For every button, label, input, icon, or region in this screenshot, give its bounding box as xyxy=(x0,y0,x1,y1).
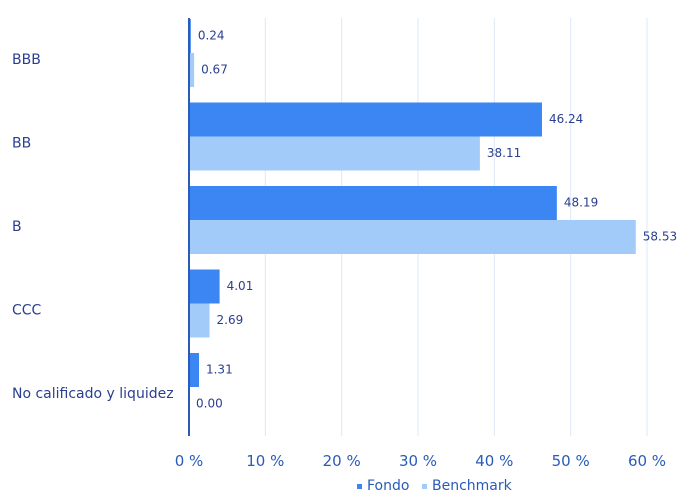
x-tick-label: 10 % xyxy=(246,452,284,470)
bar-fondo-1 xyxy=(190,102,542,137)
x-tick-label: 20 % xyxy=(323,452,361,470)
data-label: 0.24 xyxy=(198,29,225,43)
category-label: B xyxy=(12,219,22,235)
x-tick-labels-group: 0 % 10 % 20 % 30 % 40 % 50 % 60 % xyxy=(175,452,666,470)
legend: Fondo Benchmark xyxy=(357,478,513,494)
data-labels-group: 0.24 0.67 46.24 38.11 48.19 58.53 4.01 2.69 1.31… xyxy=(196,29,677,411)
bar-fondo-2 xyxy=(190,186,557,220)
bar-benchmark-2 xyxy=(190,220,636,254)
category-label: BBB xyxy=(12,52,41,68)
bar-benchmark-1 xyxy=(190,136,480,171)
bars-group xyxy=(190,19,636,387)
x-tick-label: 40 % xyxy=(475,452,513,470)
data-label: 48.19 xyxy=(564,196,598,210)
data-label: 4.01 xyxy=(227,279,254,293)
data-label: 0.67 xyxy=(201,63,228,77)
x-tick-label: 0 % xyxy=(175,452,204,470)
category-label: BB xyxy=(12,136,31,152)
legend-swatch-fondo xyxy=(357,484,362,489)
data-label: 46.24 xyxy=(549,112,583,126)
bar-fondo-4 xyxy=(190,353,199,387)
bar-benchmark-0 xyxy=(190,53,195,87)
legend-label-fondo: Fondo xyxy=(367,478,409,494)
data-label: 58.53 xyxy=(643,230,677,244)
bar-fondo-3 xyxy=(190,269,220,304)
bar-fondo-0 xyxy=(190,19,191,53)
legend-label-benchmark: Benchmark xyxy=(432,478,513,494)
category-label: No calificado y liquidez xyxy=(12,386,174,402)
data-label: 0.00 xyxy=(196,397,223,411)
data-label: 38.11 xyxy=(487,146,521,160)
data-label: 2.69 xyxy=(217,313,244,327)
x-tick-label: 50 % xyxy=(552,452,590,470)
data-label: 1.31 xyxy=(206,363,233,377)
legend-swatch-benchmark xyxy=(422,484,427,489)
x-tick-label: 30 % xyxy=(399,452,437,470)
x-tick-label: 60 % xyxy=(628,452,666,470)
bar-benchmark-3 xyxy=(190,303,210,338)
category-label: CCC xyxy=(12,303,42,319)
